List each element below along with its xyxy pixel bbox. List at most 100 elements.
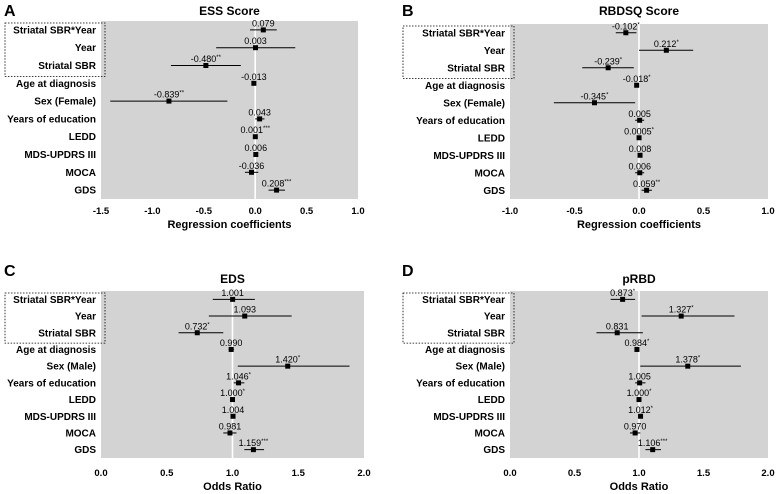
x-tick-label: 0.5	[160, 468, 174, 479]
x-tick-label: 1.0	[226, 468, 239, 479]
panel-label: C	[4, 263, 16, 280]
value-label: 0.981	[219, 421, 242, 431]
significance-stars: ***	[660, 439, 668, 445]
significance-stars: *	[648, 75, 651, 81]
value-text: 1.159	[239, 438, 262, 448]
value-text: -0.839	[154, 90, 180, 100]
row-label: Years of education	[7, 378, 96, 389]
row-label: Age at diagnosis	[16, 345, 96, 356]
value-label: 1.378*	[675, 355, 701, 365]
value-label: 0.003	[244, 36, 267, 46]
value-text: 1.046	[226, 371, 249, 381]
x-tick-label: 0.0	[632, 206, 645, 217]
row-label: Sex (Female)	[34, 97, 96, 108]
value-text: -0.018	[623, 74, 649, 84]
row-label: MOCA	[65, 428, 96, 439]
point-estimate	[253, 152, 259, 157]
row-label: Year	[484, 46, 505, 57]
significance-stars: **	[216, 55, 221, 61]
x-tick-label: 1.0	[351, 206, 364, 217]
x-tick-label: 0.5	[568, 468, 582, 479]
x-tick-label: 2.0	[357, 468, 370, 479]
x-tick-label: 0.5	[697, 206, 711, 217]
row-label: Striatal SBR*Year	[13, 295, 96, 306]
point-estimate	[242, 313, 248, 319]
value-text: -0.345	[581, 91, 607, 101]
value-text: 1.093	[233, 305, 256, 315]
significance-stars: *	[207, 322, 210, 328]
row-label: MDS-UPDRS III	[24, 150, 96, 161]
row-label: Striatal SBR	[447, 328, 506, 339]
row-label: Year	[75, 43, 96, 54]
value-text: 0.059	[633, 179, 656, 189]
point-estimate	[228, 346, 234, 352]
point-estimate	[274, 187, 280, 193]
value-text: 0.831	[606, 321, 629, 331]
value-text: -0.239	[594, 56, 620, 66]
x-axis-label: Regression coefficients	[577, 219, 701, 231]
point-estimate	[257, 116, 263, 122]
point-estimate	[614, 330, 620, 336]
row-label: Striatal SBR*Year	[422, 28, 505, 39]
value-label: 0.008	[629, 144, 652, 154]
value-label: -0.018*	[623, 74, 652, 84]
panel-title: ESS Score	[199, 4, 260, 18]
row-label: GDS	[483, 186, 505, 197]
significance-stars: ***	[261, 439, 269, 445]
value-text: 0.981	[219, 421, 242, 431]
row-label: GDS	[483, 445, 505, 456]
row-label: Age at diagnosis	[16, 79, 96, 90]
value-label: -0.013	[241, 72, 267, 82]
point-estimate	[230, 296, 236, 302]
row-label: LEDD	[69, 132, 96, 143]
significance-stars: *	[243, 389, 246, 395]
forest-panel-c: C EDS Striatal SBR*Year 1.001 Year 1.093 Stria…	[4, 263, 371, 493]
plot-background	[101, 21, 358, 199]
point-estimate	[637, 170, 643, 176]
significance-stars: *	[649, 389, 652, 395]
value-label: 1.106***	[638, 438, 668, 448]
value-text: -0.480	[191, 54, 217, 64]
point-estimate	[637, 152, 643, 158]
value-label: 0.059**	[633, 179, 661, 189]
significance-stars: *	[637, 22, 640, 28]
value-text: 0.873	[610, 288, 633, 298]
point-estimate	[623, 30, 629, 36]
value-text: 1.106	[638, 438, 661, 448]
point-estimate	[637, 117, 643, 123]
point-estimate	[227, 430, 233, 436]
value-text: 1.004	[222, 405, 245, 415]
value-text: 0.970	[624, 421, 647, 431]
value-text: -0.036	[239, 161, 265, 171]
value-text: 0.043	[248, 107, 271, 117]
x-tick-label: 0.0	[94, 468, 107, 479]
point-estimate	[636, 397, 642, 403]
value-label: 1.327*	[669, 305, 695, 315]
value-label: 0.873*	[610, 288, 636, 298]
interaction-terms-box	[402, 25, 515, 79]
value-label: 0.208***	[262, 179, 292, 189]
point-estimate	[634, 82, 640, 88]
point-estimate	[663, 47, 669, 53]
value-label: 1.001	[221, 288, 244, 298]
point-estimate	[251, 80, 257, 86]
panel-title: RBDSQ Score	[599, 4, 679, 18]
significance-stars: *	[298, 356, 301, 362]
row-label: GDS	[74, 186, 96, 197]
x-tick-label: 0.0	[249, 206, 262, 217]
value-label: -0.036	[239, 161, 265, 171]
point-estimate	[166, 98, 172, 104]
point-estimate	[650, 447, 656, 453]
row-label: LEDD	[478, 133, 505, 144]
row-label: LEDD	[69, 395, 96, 406]
point-estimate	[644, 187, 650, 193]
value-text: 0.008	[629, 144, 652, 154]
row-label: Striatal SBR	[447, 63, 506, 74]
significance-stars: *	[698, 356, 701, 362]
point-estimate	[194, 330, 200, 336]
value-label: 0.006	[245, 143, 268, 153]
point-estimate	[605, 65, 611, 71]
significance-stars: *	[676, 40, 679, 46]
